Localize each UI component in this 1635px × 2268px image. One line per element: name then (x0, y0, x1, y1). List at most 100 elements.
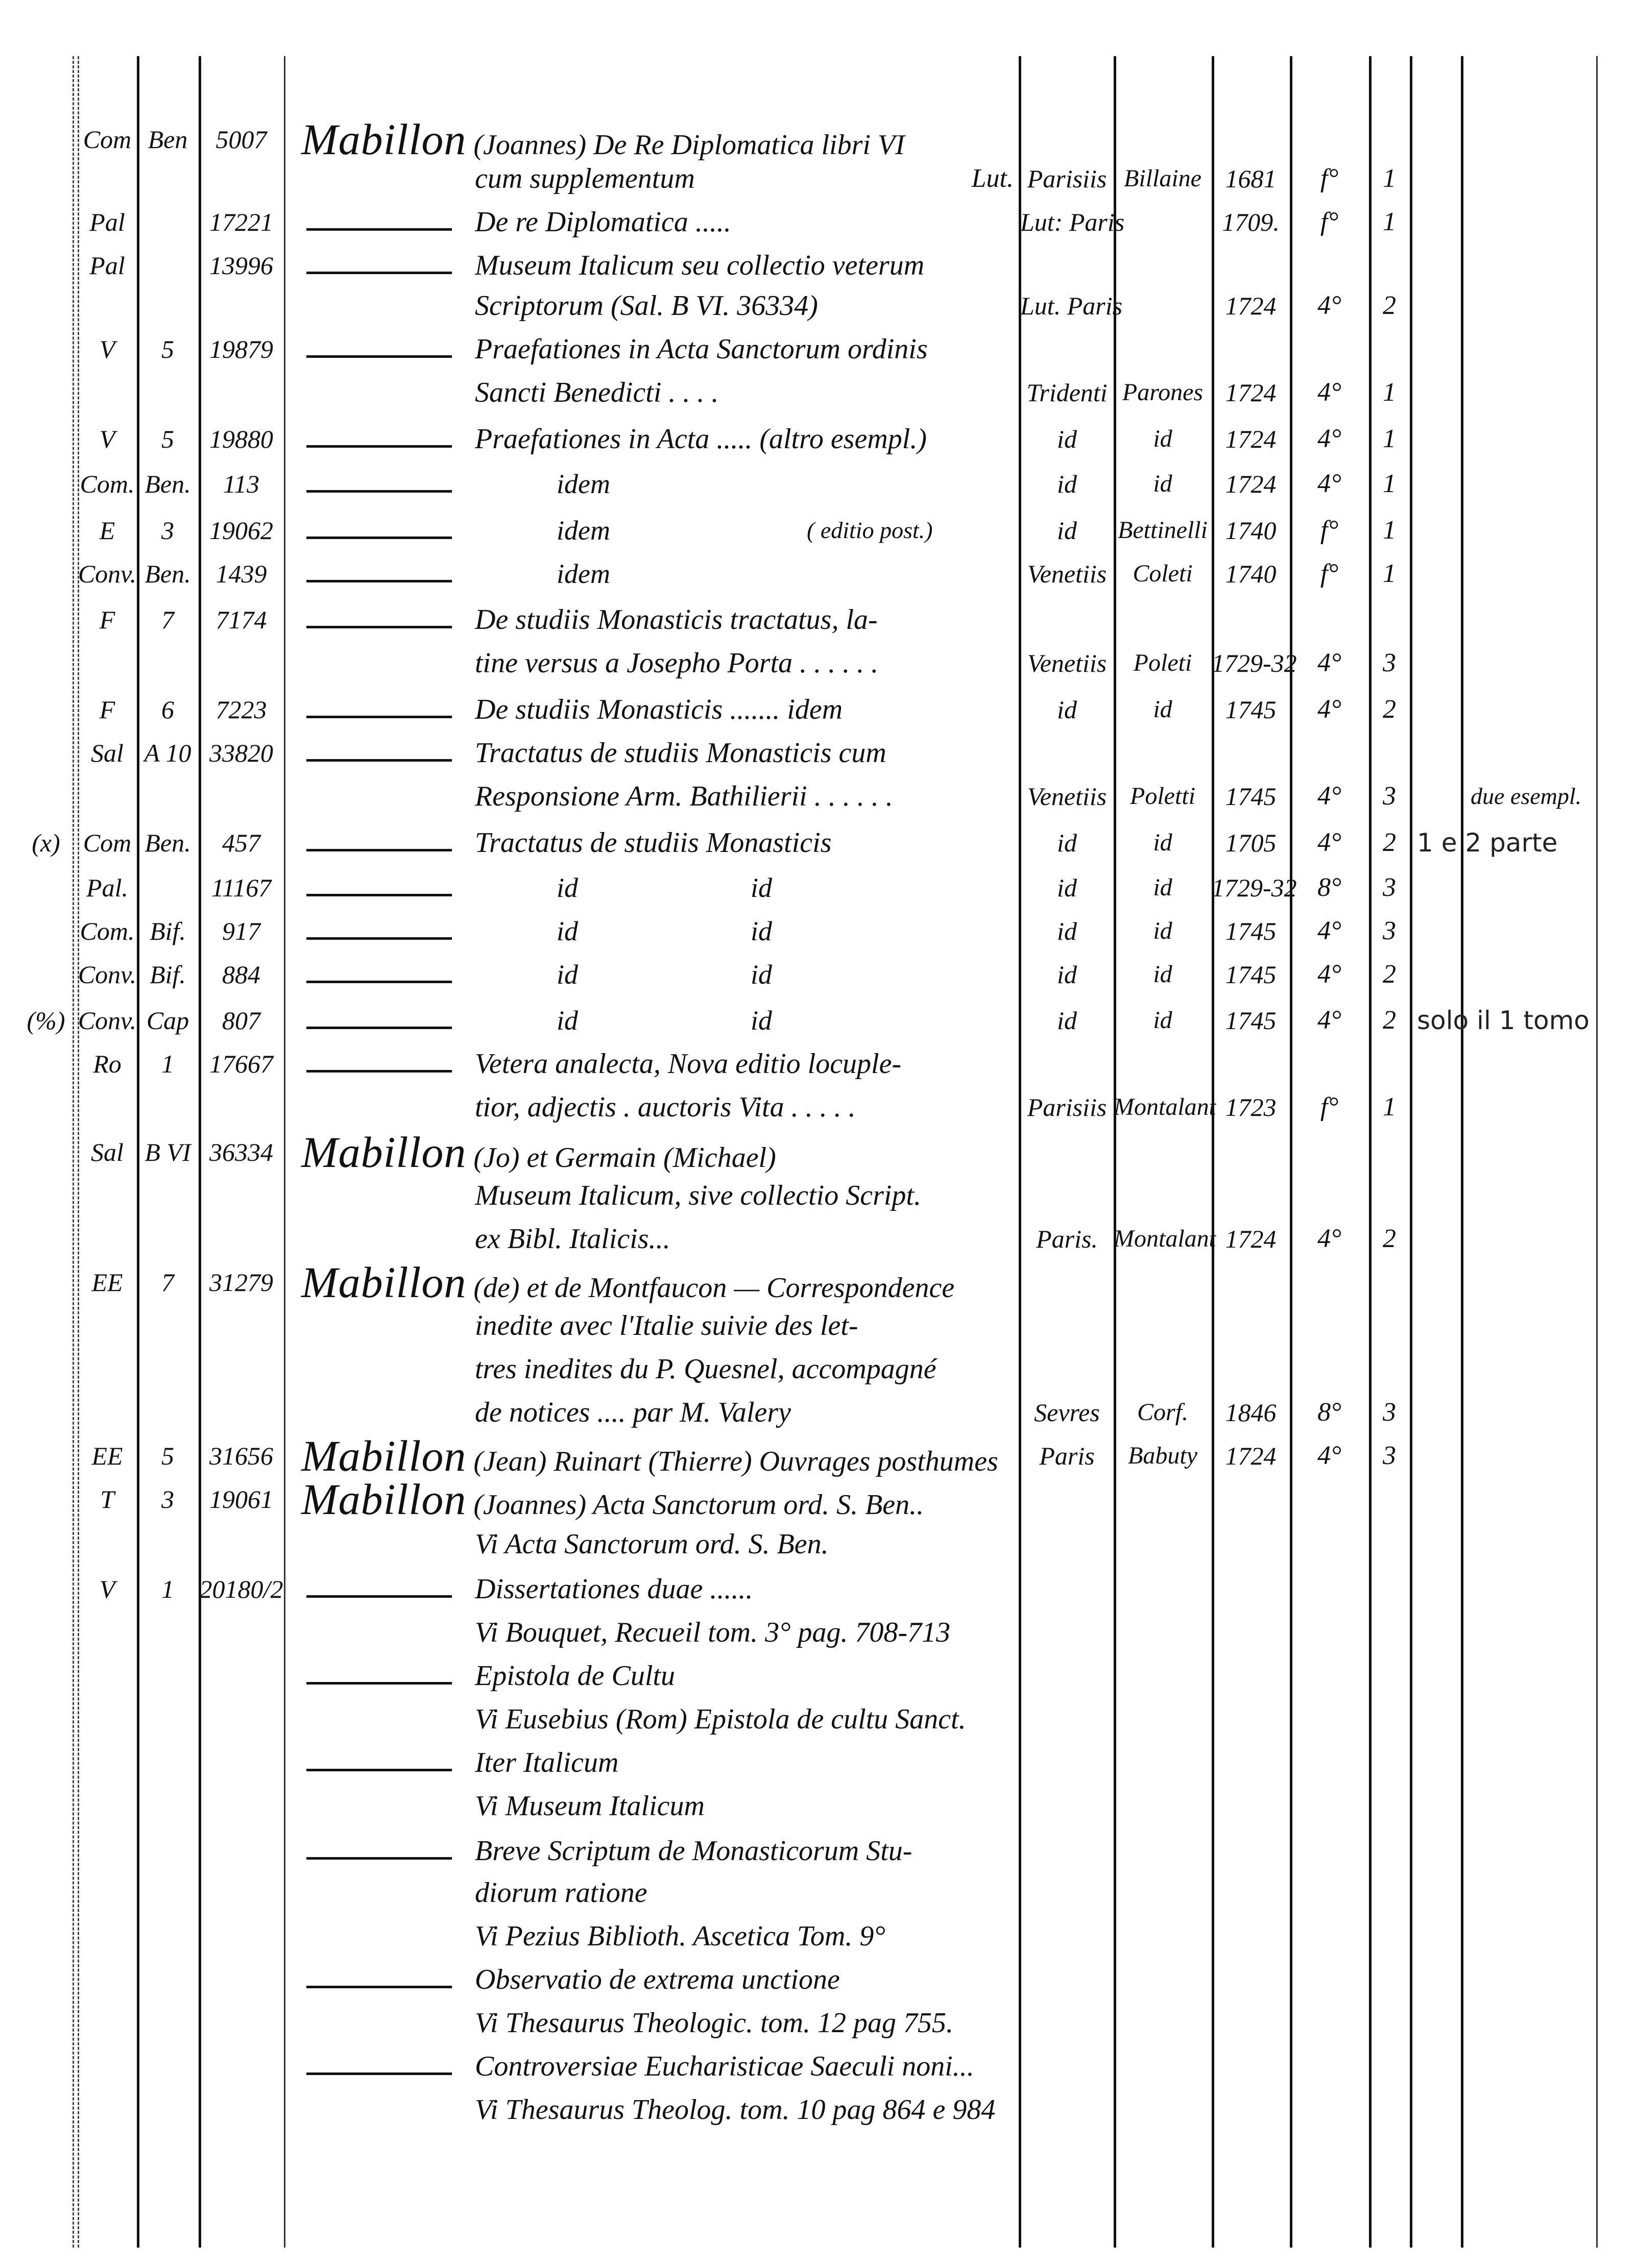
ditto-dash (306, 626, 452, 628)
title-text: tres inedites du P. Quesnel, accompagné (475, 1353, 936, 1385)
place-of-publication: Venetiis (1027, 782, 1107, 811)
format: f° (1320, 164, 1339, 193)
place-of-publication: Venetiis (1027, 559, 1107, 588)
format: 8° (1317, 1398, 1341, 1427)
column-rule (1212, 56, 1214, 2248)
column-rule (1290, 56, 1292, 2248)
title-rest: (Joannes) De Re Diplomatica libri VI (473, 129, 905, 161)
volumes: 1 (1383, 1092, 1396, 1121)
column-rule (199, 56, 201, 2248)
catalog-line: Venetiis Poletti 1745 4° 3 due esempl. Respons… (0, 776, 1635, 817)
title-text: Epistola de Cultu (475, 1660, 675, 1692)
format: 4° (1317, 828, 1341, 857)
format: 4° (1317, 916, 1341, 945)
title-text: idem (557, 558, 610, 589)
author-name: Mabillon (301, 1128, 467, 1177)
format: 8° (1317, 873, 1341, 902)
inventory-number: 19880 (209, 425, 273, 453)
ditto-dash (306, 1986, 452, 1988)
title-text: id (557, 872, 579, 903)
format: 4° (1317, 424, 1341, 453)
catalog-line: Sevres Corf. 1846 8° 3 de notices .... par M.… (0, 1392, 1635, 1433)
shelf-location: T (100, 1485, 114, 1514)
shelf-location: Pal (89, 208, 125, 236)
title-text: Breve Scriptum de Monasticorum Stu- (475, 1835, 912, 1867)
column-rule (73, 56, 74, 2248)
catalog-line: V 5 19880 id id 1724 4° 1 Praefationes in Acta .… (0, 419, 1635, 459)
ditto-dash (306, 1682, 452, 1685)
printer: id (1153, 1007, 1172, 1034)
place-of-publication: Sevres (1034, 1398, 1100, 1427)
catalog-line: Lut. Paris 1724 4° 2 Scriptorum (Sal. B VI. … (0, 285, 1635, 326)
shelf-section: 5 (161, 425, 174, 453)
title-text: inedite avec l'Italie suivie des let- (475, 1310, 858, 1342)
format: f° (1320, 1092, 1339, 1121)
shelf-location: F (99, 605, 115, 634)
format: 4° (1317, 648, 1341, 677)
title-text: Dissertationes duae ...... (475, 1573, 753, 1605)
volumes: 2 (1383, 828, 1396, 857)
catalog-line: V 5 19879 Praefationes in Acta Sanctorum or… (0, 329, 1635, 370)
printer: id (1153, 917, 1172, 944)
inventory-number: 31279 (209, 1268, 273, 1297)
column-rule (284, 56, 285, 2248)
volumes: 1 (1383, 559, 1396, 588)
place-of-publication: Parisiis (1027, 164, 1107, 193)
title-text: Scriptorum (Sal. B VI. 36334) (475, 290, 818, 322)
place-of-publication: id (1057, 695, 1077, 724)
catalog-line: EE 5 31656 Paris Babuty 1724 4° 3 Mabillon (Jean)… (0, 1434, 1635, 1478)
catalog-line: Lut. Parisiis Billaine 1681 f° 1 cum supplemen… (0, 158, 1635, 199)
title-text: Vi Acta Sanctorum ord. S. Ben. (475, 1528, 829, 1560)
ditto-dash (306, 272, 452, 274)
catalog-line: T 3 19061 Mabillon (Joannes) Acta Sanctorum … (0, 1477, 1635, 1521)
volumes: 3 (1383, 782, 1396, 811)
ditto-dash (306, 759, 452, 762)
inventory-number: 13996 (209, 251, 273, 280)
printer: Montalant (1114, 1225, 1216, 1252)
printer: Bettinelli (1118, 517, 1208, 544)
printer: Corf. (1137, 1399, 1189, 1426)
catalog-line: Museum Italicum, sive collectio Script. (0, 1175, 1635, 1216)
shelf-section: 1 (161, 1050, 174, 1078)
catalog-line: Paris. Montalant 1724 4° 2 ex Bibl. Italicis.… (0, 1218, 1635, 1259)
title-text: De studiis Monasticis tractatus, la- (475, 604, 878, 636)
shelf-location: V (99, 335, 115, 363)
title-text: de notices .... par M. Valery (475, 1397, 791, 1428)
volumes: 1 (1383, 164, 1396, 193)
catalog-line: Com. Ben. 113 id id 1724 4° 1 idem (0, 464, 1635, 504)
column-rule (1596, 56, 1598, 2248)
column-rule (1369, 56, 1372, 2248)
ditto-dash (306, 228, 452, 231)
title-text: De re Diplomatica ..... (475, 206, 731, 238)
title-text: Tractatus de studiis Monasticis cum (475, 737, 886, 769)
shelf-location: Pal (89, 251, 125, 280)
catalog-line: inedite avec l'Italie suivie des let- (0, 1305, 1635, 1346)
author-name: Mabillon (301, 1258, 467, 1307)
catalog-line: Conv. Ben. 1439 Venetiis Coleti 1740 f° 1 idem (0, 553, 1635, 594)
format: f° (1320, 516, 1339, 545)
catalog-line: E 3 19062 ( editio post.) id Bettinelli 1740 f°… (0, 510, 1635, 551)
printer: id (1153, 696, 1172, 723)
title-text: Sancti Benedicti . . . . (475, 377, 719, 408)
ditto-dash (306, 894, 452, 896)
title-rest: (Jean) Ruinart (Thierre) Ouvrages posthu… (473, 1446, 998, 1477)
inventory-number: 31656 (209, 1442, 273, 1470)
title-text: Mabillon (Joannes) Acta Sanctorum ord. S.… (301, 1477, 924, 1521)
title-text: Museum Italicum, sive collectio Script. (475, 1180, 921, 1211)
author-name: Mabillon (301, 115, 467, 164)
format: 4° (1317, 291, 1341, 320)
year: 1681 (1225, 164, 1277, 193)
catalog-line: Sal B VI 36334 Mabillon (Jo) et Germain (Mic… (0, 1130, 1635, 1174)
shelf-location: EE (91, 1268, 123, 1297)
title-text: Praefationes in Acta ..... (altro esempl… (475, 423, 927, 455)
year: 1709. (1222, 208, 1280, 236)
inventory-number: 19061 (209, 1485, 273, 1514)
title-text: Vi Museum Italicum (475, 1790, 705, 1822)
format: 4° (1317, 469, 1341, 498)
volumes: 2 (1383, 960, 1396, 989)
shelf-section: 3 (161, 1485, 174, 1514)
year: 1724 (1225, 1225, 1277, 1253)
shelf-location: Com. (80, 917, 135, 945)
shelf-section: Bif. (150, 960, 186, 989)
